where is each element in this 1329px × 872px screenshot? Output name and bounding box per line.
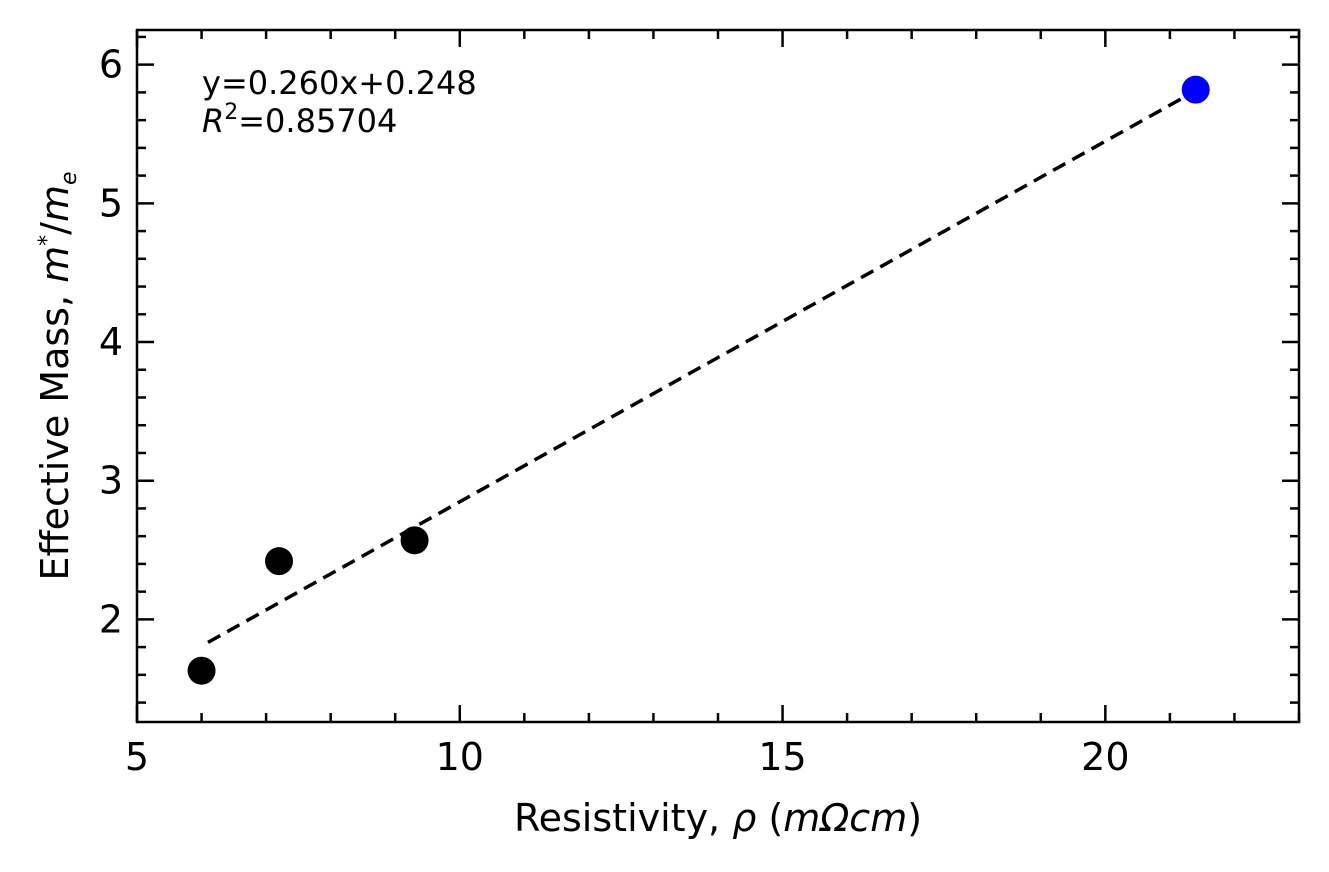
tick-labels: 5 10 15 20 2 3 4 5 6	[99, 43, 1130, 779]
fit-line	[207, 96, 1184, 644]
x-axis-label: Resistivity, ρ (mΩcm)	[514, 796, 922, 840]
data-point	[1181, 75, 1210, 104]
y-tick-label: 6	[99, 43, 123, 87]
data-point	[400, 526, 429, 555]
x-tick-label: 15	[758, 735, 806, 779]
y-axis-label: Effective Mass, m*/me	[33, 171, 82, 580]
y-tick-label: 3	[99, 459, 123, 503]
x-tick-label: 10	[436, 735, 484, 779]
y-tick-label: 5	[99, 181, 123, 225]
y-tick-label: 2	[99, 597, 123, 641]
fit-equation: y=0.260x+0.248	[202, 64, 477, 102]
x-tick-label: 5	[125, 735, 149, 779]
data-point	[187, 656, 216, 685]
ticks	[135, 30, 1301, 722]
r-squared: R2=0.85704	[202, 100, 397, 140]
x-tick-label: 20	[1081, 735, 1129, 779]
y-tick-label: 4	[99, 320, 123, 364]
data-points	[187, 75, 1210, 685]
data-point	[265, 547, 294, 576]
